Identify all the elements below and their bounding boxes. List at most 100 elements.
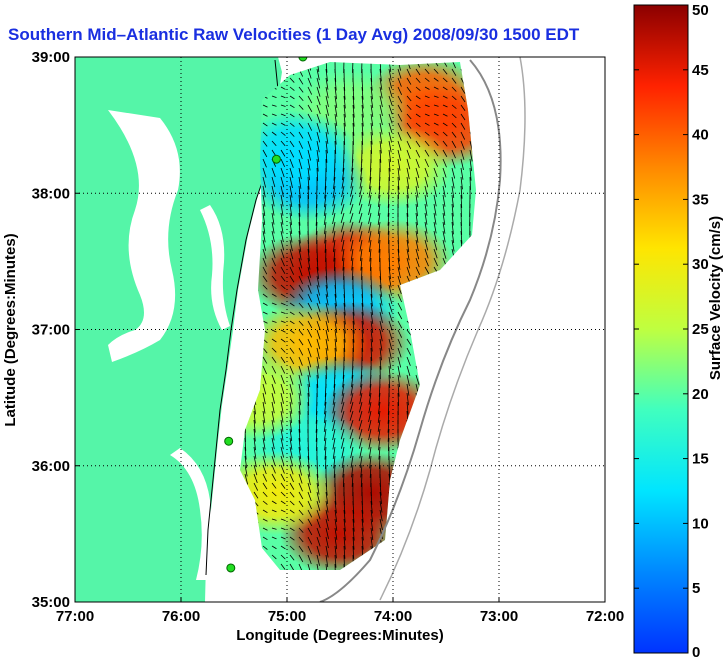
velocity-vector [334,545,337,559]
velocity-vector [377,428,381,442]
velocity-vector [351,158,354,172]
velocity-vector [415,239,419,252]
velocity-vector [406,401,409,415]
velocity-vector [340,410,345,422]
velocity-vector [262,437,266,450]
velocity-vector [298,95,304,102]
velocity-vector [289,563,295,570]
velocity-vector [280,518,286,521]
velocity-vector [307,149,312,161]
velocity-vector [397,140,402,151]
velocity-vector [262,320,268,324]
velocity-vector [280,194,284,207]
velocity-vector [280,545,286,550]
velocity-vector [298,158,303,170]
velocity-vector [370,68,373,82]
velocity-vector [298,509,304,516]
velocity-vector [332,203,336,216]
velocity-vector [349,221,354,233]
velocity-vector [361,311,364,325]
velocity-vector [397,62,401,71]
velocity-vector [370,320,374,334]
velocity-vector [280,491,286,497]
velocity-vector [325,275,328,289]
velocity-vector [424,149,430,157]
velocity-vector [352,95,355,109]
velocity-vector [352,113,355,127]
velocity-vector [332,221,336,234]
velocity-vector [343,545,346,559]
velocity-vector [334,113,338,126]
velocity-vector [307,356,312,368]
velocity-vector [361,509,364,523]
velocity-vector [358,194,363,206]
velocity-vector [340,419,345,431]
velocity-vector [262,464,267,475]
velocity-vector [424,140,430,147]
velocity-vector [298,500,304,508]
velocity-vector [253,473,258,484]
velocity-vector [262,185,266,198]
velocity-vector [406,239,410,253]
velocity-vector [361,266,363,280]
radar-station-marker [298,57,308,62]
velocity-vector [316,311,321,322]
velocity-vector [325,518,329,530]
velocity-vector [388,320,393,331]
velocity-vector [262,509,268,514]
velocity-vector [388,95,393,106]
velocity-vector [397,257,401,270]
velocity-vector [307,158,311,171]
velocity-vector [352,302,355,316]
velocity-vector [307,284,312,294]
velocity-vector [361,95,364,109]
velocity-vector [307,104,313,113]
velocity-vector [280,356,286,364]
velocity-vector [415,68,421,76]
x-tick-label: 77:00 [56,608,94,625]
velocity-vector [334,293,337,307]
velocity-vector [289,266,295,275]
velocity-vector [262,356,268,364]
velocity-vector [325,293,329,306]
velocity-vector [325,356,328,370]
velocity-vector [298,212,301,226]
velocity-vector [289,131,295,137]
velocity-vector [334,509,338,523]
velocity-vector [325,329,329,342]
velocity-vector [325,554,329,568]
velocity-vector [298,266,303,277]
velocity-vector [406,383,410,396]
velocity-vector [316,86,321,97]
velocity-vector [307,347,312,358]
velocity-vector [298,374,302,386]
velocity-vector [289,203,293,217]
velocity-vector [316,338,321,350]
velocity-vector [271,185,275,197]
velocity-vector [271,176,276,188]
velocity-vector [433,194,437,207]
velocity-vector [469,149,473,162]
velocity-vector [298,284,304,292]
velocity-vector [280,257,285,267]
velocity-vector [262,500,268,505]
velocity-vector [359,392,363,405]
velocity-vector [271,293,277,297]
velocity-vector [307,86,313,95]
velocity-vector [289,230,293,243]
velocity-vector [388,266,391,280]
velocity-vector [368,221,372,234]
velocity-vector [280,365,286,374]
velocity-vector [280,482,286,489]
velocity-vector [451,122,457,128]
velocity-vector [280,428,284,441]
velocity-vector [351,257,354,271]
velocity-vector [316,113,321,124]
velocity-vector [323,212,327,226]
velocity-vector [388,62,392,73]
velocity-vector [298,104,304,110]
velocity-vector [325,509,329,522]
velocity-vector [334,338,337,352]
velocity-vector [332,437,336,450]
velocity-vector [433,113,439,116]
